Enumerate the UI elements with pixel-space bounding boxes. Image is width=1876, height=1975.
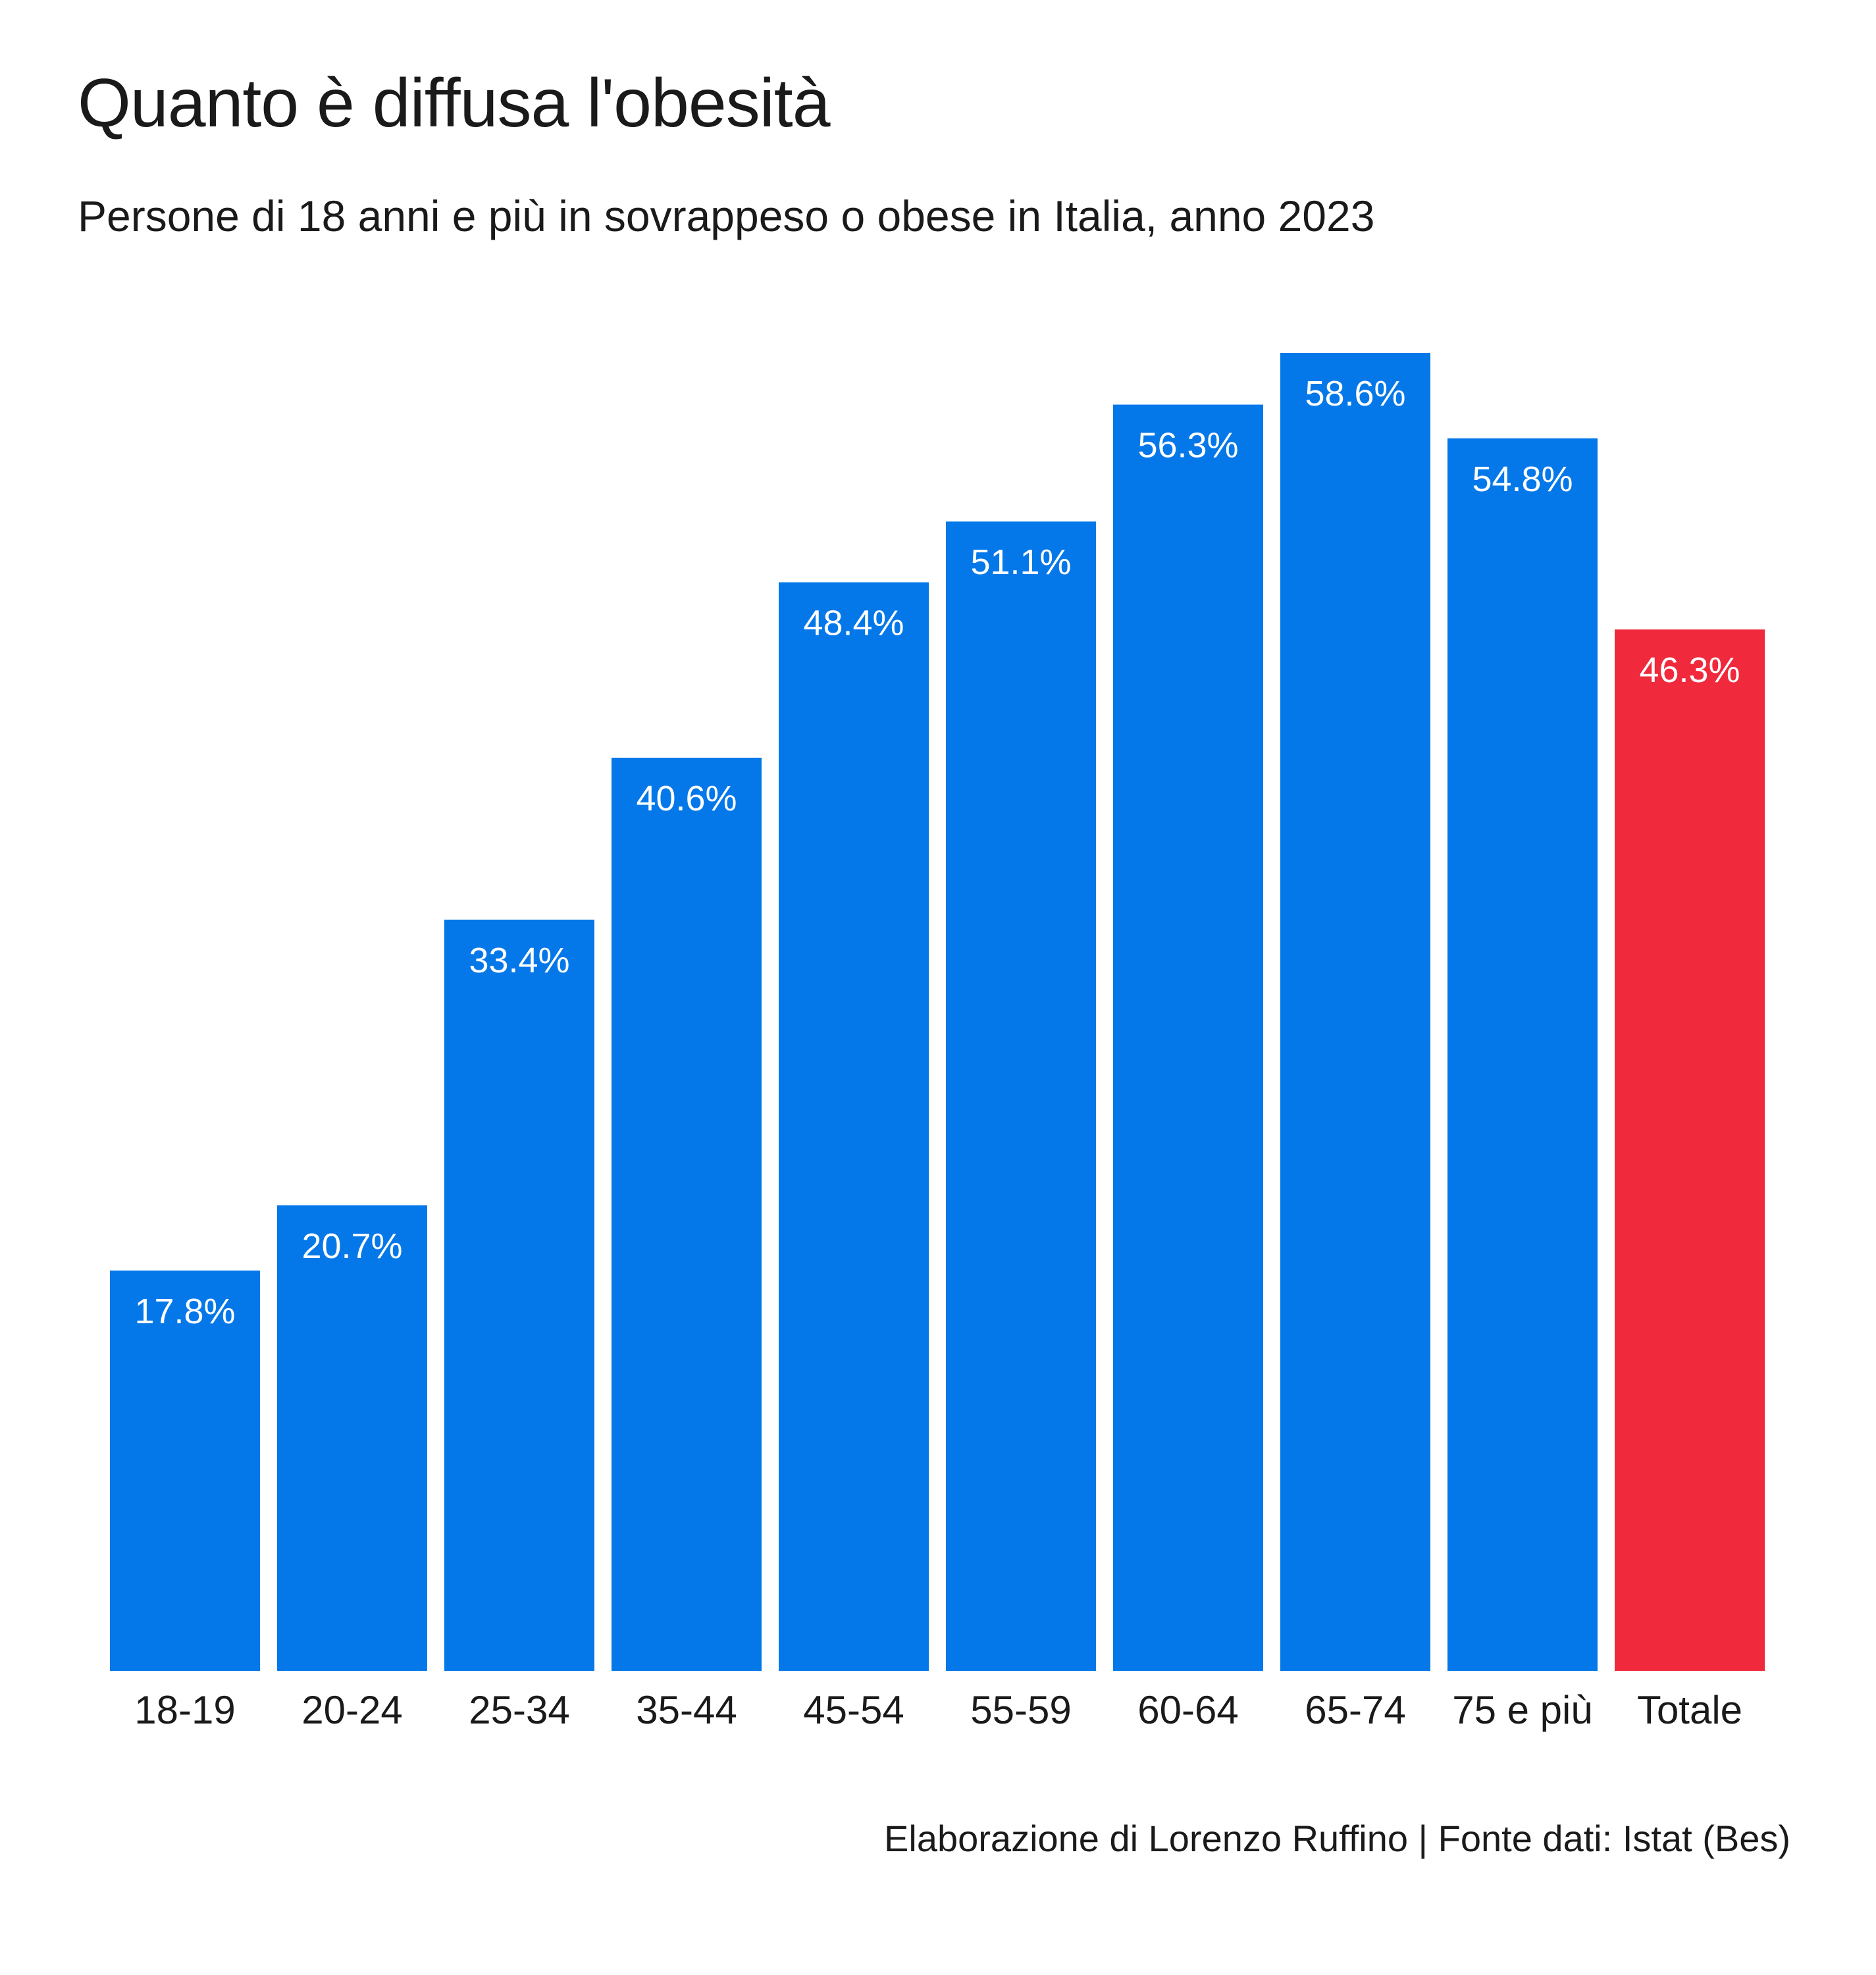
bar-65-74 [1280,353,1430,1671]
x-tick-label: 55-59 [970,1688,1071,1732]
chart-caption: Elaborazione di Lorenzo Ruffino | Fonte … [884,1818,1790,1859]
bar-value-label: 54.8% [1472,460,1573,499]
bar-value-label: 48.4% [803,603,904,643]
bar-value-label: 40.6% [636,779,737,818]
chart-subtitle: Persone di 18 anni e più in sovrappeso o… [78,192,1375,240]
x-tick-label: 18-19 [134,1688,235,1732]
x-tick-label: 75 e più [1452,1688,1593,1732]
bar-18-19 [110,1270,260,1671]
bar-value-label: 20.7% [301,1226,402,1266]
x-tick-label: Totale [1637,1688,1742,1732]
bar-labels-group: 17.8% 20.7% 33.4% 40.6% 48.4% 51.1% 56.3% 58.6%… [134,374,1740,1331]
bar-75-e-più [1447,438,1598,1671]
x-tick-label: 60-64 [1137,1688,1238,1732]
bar-60-64 [1113,404,1263,1671]
bar-value-label: 33.4% [469,941,569,980]
bar-Totale [1615,629,1765,1671]
x-tick-label: 25-34 [469,1688,569,1732]
bar-25-34 [444,919,594,1671]
bar-35-44 [612,757,762,1671]
x-tick-label: 35-44 [636,1688,737,1732]
bar-20-24 [277,1205,427,1671]
x-tick-label: 45-54 [803,1688,904,1732]
bar-value-label: 56.3% [1137,426,1238,465]
x-tick-label: 20-24 [301,1688,402,1732]
bar-55-59 [946,521,1096,1671]
bars-group [110,353,1765,1672]
chart-title: Quanto è diffusa l'obesità [78,65,831,142]
x-axis-ticks: 18-19 20-24 25-34 35-44 45-54 55-59 60-64 65-74… [134,1688,1742,1732]
bar-value-label: 51.1% [970,542,1071,582]
bar-45-54 [779,582,929,1672]
bar-value-label: 17.8% [134,1292,235,1331]
bar-value-label: 58.6% [1305,374,1405,413]
bar-value-label: 46.3% [1639,650,1740,690]
x-tick-label: 65-74 [1305,1688,1405,1732]
